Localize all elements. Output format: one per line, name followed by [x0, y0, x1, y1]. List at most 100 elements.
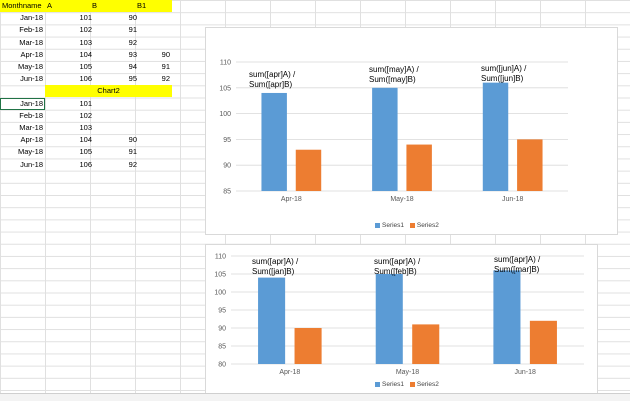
- table1-b1[interactable]: 90: [161, 49, 170, 59]
- table1-a[interactable]: 103: [79, 37, 92, 47]
- legend-swatch-series2: [409, 381, 415, 387]
- table1-b[interactable]: 92: [128, 37, 137, 47]
- y-tick-label: 105: [214, 272, 226, 279]
- table1-a[interactable]: 106: [79, 74, 92, 84]
- table2-month[interactable]: Mar-18: [19, 123, 43, 132]
- chart-1-annotation: sum([apr]A) / Sum([apr]B): [249, 70, 295, 90]
- x-tick-label: May-18: [396, 369, 419, 376]
- table1-a[interactable]: 102: [79, 25, 92, 35]
- x-tick-label: Jun-18: [514, 369, 536, 376]
- annotation-line: Sum([mar]B): [494, 265, 540, 274]
- y-tick-label: 95: [218, 308, 226, 315]
- annotation-line: sum([apr]A) /: [374, 257, 421, 266]
- table1-b1[interactable]: 92: [161, 74, 170, 84]
- table1-b[interactable]: 95: [128, 74, 137, 84]
- table1-b1[interactable]: 91: [161, 62, 170, 71]
- table2-a[interactable]: 103: [79, 123, 92, 132]
- x-tick-label: May-18: [390, 196, 413, 203]
- y-tick-label: 80: [218, 362, 226, 369]
- y-tick-label: 110: [220, 60, 231, 67]
- table2-a[interactable]: 105: [79, 147, 92, 157]
- table1-a[interactable]: 105: [79, 62, 92, 71]
- chart-1-annotation: sum([may]A) / Sum([may]B): [369, 65, 419, 85]
- table1-b[interactable]: 93: [128, 49, 137, 59]
- legend-label-series2: Series2: [416, 381, 439, 388]
- y-tick-label: 85: [223, 189, 231, 196]
- y-tick-label: 110: [215, 254, 226, 261]
- table2-b[interactable]: 92: [128, 159, 137, 169]
- y-tick-label: 90: [218, 326, 226, 333]
- annotation-line: sum([apr]A) /: [252, 257, 299, 266]
- bar-series2-may-18: [406, 144, 432, 191]
- chart-2-annotation: sum([apr]A) / Sum([feb]B): [374, 257, 420, 277]
- header-b1[interactable]: B1: [135, 0, 172, 12]
- bar-series2-jun-18: [529, 320, 557, 364]
- bar-series1-jun-18: [493, 270, 521, 364]
- bar-series1-apr-18: [261, 92, 287, 191]
- table1-b[interactable]: 90: [128, 13, 137, 23]
- legend-label-series1: Series1: [382, 222, 405, 229]
- table1-month[interactable]: May-18: [17, 62, 43, 71]
- table1-b[interactable]: 94: [128, 62, 137, 71]
- table1-month[interactable]: Jun-18: [20, 74, 43, 84]
- x-tick-label: Jun-18: [502, 196, 524, 203]
- table1-b[interactable]: 91: [128, 25, 137, 35]
- table2-a[interactable]: 104: [79, 135, 92, 145]
- table1-a[interactable]: 101: [79, 13, 92, 23]
- bar-series2-apr-18: [295, 149, 322, 191]
- y-tick-label: 95: [223, 137, 231, 144]
- y-tick-label: 90: [223, 163, 231, 170]
- table2-month[interactable]: May-18: [17, 147, 43, 157]
- x-tick-label: Apr-18: [281, 196, 302, 203]
- table2-title[interactable]: Chart2: [45, 85, 172, 98]
- annotation-line: Sum([jun]B): [481, 74, 524, 83]
- bar-series2-jun-18: [517, 139, 543, 191]
- table1-month[interactable]: Feb-18: [19, 25, 43, 35]
- table2-a[interactable]: 102: [79, 110, 92, 120]
- table1-month[interactable]: Mar-18: [19, 37, 43, 47]
- header-b[interactable]: B: [90, 0, 135, 12]
- header-a[interactable]: A: [45, 0, 90, 12]
- annotation-line: Sum([may]B): [369, 75, 416, 84]
- table2-month-selected[interactable]: Jan-18: [0, 97, 45, 110]
- annotation-line: sum([jun]A) /: [481, 64, 527, 73]
- table1-month[interactable]: Jan-18: [20, 13, 43, 23]
- chart-1[interactable]: 85 90 95 100 105 110 Apr-18 May-18 Jun-18 sum([a…: [205, 27, 618, 235]
- bar-series1-may-18: [375, 274, 403, 364]
- annotation-line: Sum([apr]B): [249, 80, 293, 89]
- y-tick-label: 105: [219, 85, 231, 92]
- table1-month[interactable]: Apr-18: [20, 49, 43, 59]
- chart-2-annotation: sum([apr]A) / Sum([jan]B): [252, 257, 298, 277]
- table1-a[interactable]: 104: [79, 49, 92, 59]
- chart-1-annotation: sum([jun]A) / Sum([jun]B): [481, 64, 526, 84]
- chart-1-plot: 85 90 95 100 105 110 Apr-18 May-18 Jun-18: [219, 60, 568, 203]
- bar-series1-may-18: [372, 87, 398, 191]
- table2-a[interactable]: 106: [79, 159, 92, 169]
- legend-swatch-series1: [375, 381, 380, 387]
- table2-b[interactable]: 90: [128, 135, 137, 145]
- horizontal-scrollbar[interactable]: [0, 393, 630, 401]
- chart-2[interactable]: 80 85 90 95 100 105 110 Apr-18 May-18 Jun-18 sum(…: [205, 244, 598, 394]
- table2-month[interactable]: Jun-18: [20, 159, 43, 169]
- legend-label-series2: Series2: [416, 222, 439, 229]
- table2-month[interactable]: Feb-18: [19, 110, 43, 120]
- table2-month[interactable]: Apr-18: [20, 135, 43, 145]
- chart-1-legend[interactable]: Series1 Series2: [371, 222, 439, 229]
- table2-a[interactable]: 101: [79, 98, 92, 108]
- annotation-line: sum([apr]A) /: [494, 255, 541, 264]
- legend-label-series1: Series1: [382, 381, 405, 388]
- legend-swatch-series1: [375, 222, 380, 228]
- header-monthname[interactable]: Monthname: [0, 0, 45, 12]
- bar-series2-may-18: [412, 324, 440, 364]
- bar-series1-jun-18: [482, 82, 509, 191]
- annotation-line: sum([may]A) /: [369, 65, 419, 74]
- annotation-line: Sum([jan]B): [252, 267, 295, 276]
- table2-b[interactable]: 91: [128, 147, 137, 157]
- annotation-line: Sum([feb]B): [374, 267, 417, 276]
- bar-series2-apr-18: [294, 328, 322, 364]
- chart-2-legend[interactable]: Series1 Series2: [371, 381, 439, 388]
- legend-swatch-series2: [409, 222, 415, 228]
- y-tick-label: 85: [218, 344, 226, 351]
- y-tick-label: 100: [219, 111, 231, 118]
